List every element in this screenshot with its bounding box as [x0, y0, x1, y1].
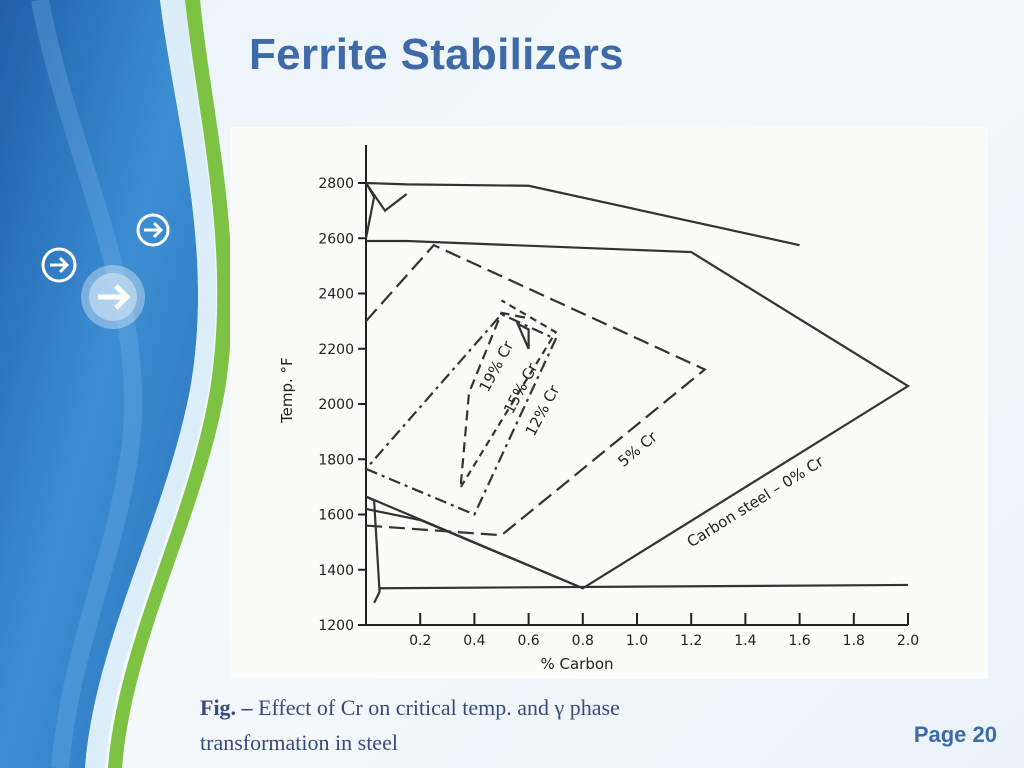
label-carbon-steel: Carbon steel – 0% Cr	[684, 452, 828, 551]
phase-boundary-line	[364, 182, 376, 239]
x-tick-label: 1.4	[734, 633, 756, 649]
caption-line-1: Effect of Cr on critical temp. and γ pha…	[252, 695, 620, 720]
nav-arrow-icon-2	[40, 246, 78, 284]
side-decoration-panel	[0, 0, 233, 768]
x-tick-label: 1.0	[626, 633, 648, 649]
phase-boundary-line	[365, 507, 584, 590]
y-tick-label: 1600	[318, 508, 354, 524]
triangle-marker	[515, 321, 530, 350]
curve-12-cr	[365, 312, 558, 516]
x-tick-label: 1.8	[843, 633, 865, 649]
x-tick-label: 1.2	[680, 633, 702, 649]
x-tick-label: 0.4	[463, 633, 485, 649]
figure-caption: Fig. – Effect of Cr on critical temp. an…	[200, 690, 800, 760]
phase-boundary-line	[365, 495, 381, 604]
y-tick-label: 1200	[318, 618, 354, 634]
x-axis-title: % Carbon	[540, 655, 613, 673]
label-5-cr: 5% Cr	[614, 427, 661, 470]
y-tick-label: 1400	[318, 563, 354, 579]
y-tick-label: 2600	[318, 231, 354, 247]
x-tick-label: 1.6	[788, 633, 810, 649]
curve-5-cr	[365, 243, 707, 537]
phase-diagram-figure: 0.2 0.4 0.6 0.8 1.0 1.2 1.4 1.6 1.8 2.0 1200 1400 16…	[230, 127, 988, 679]
phase-boundary-line	[365, 181, 800, 247]
caption-line-2: transformation in steel	[200, 730, 398, 755]
x-tick-label: 0.2	[409, 633, 431, 649]
y-axis-title: Temp. °F	[278, 357, 296, 424]
y-tick-label: 2800	[318, 176, 354, 192]
x-tick-label: 0.6	[517, 633, 539, 649]
curve-carbon-steel	[365, 239, 911, 590]
y-tick-label: 2400	[318, 287, 354, 303]
y-tick-label: 1800	[318, 452, 354, 468]
nav-arrow-icon-1	[135, 212, 171, 248]
nav-arrow-icon-3	[78, 262, 148, 332]
y-tick-label: 2200	[318, 342, 354, 358]
curve-19-cr	[459, 311, 529, 485]
x-tick-label: 2.0	[897, 633, 919, 649]
x-tick-label: 0.8	[572, 633, 594, 649]
curve-15-cr	[459, 299, 558, 488]
phase-diagram-chart: 0.2 0.4 0.6 0.8 1.0 1.2 1.4 1.6 1.8 2.0 1200 1400 16…	[278, 145, 919, 673]
caption-prefix: Fig. –	[200, 695, 253, 720]
page-number: Page 20	[913, 722, 997, 747]
slide-title: Ferrite Stabilizers	[249, 30, 624, 79]
y-tick-label: 2000	[318, 397, 354, 413]
phase-boundary-line	[379, 583, 909, 590]
